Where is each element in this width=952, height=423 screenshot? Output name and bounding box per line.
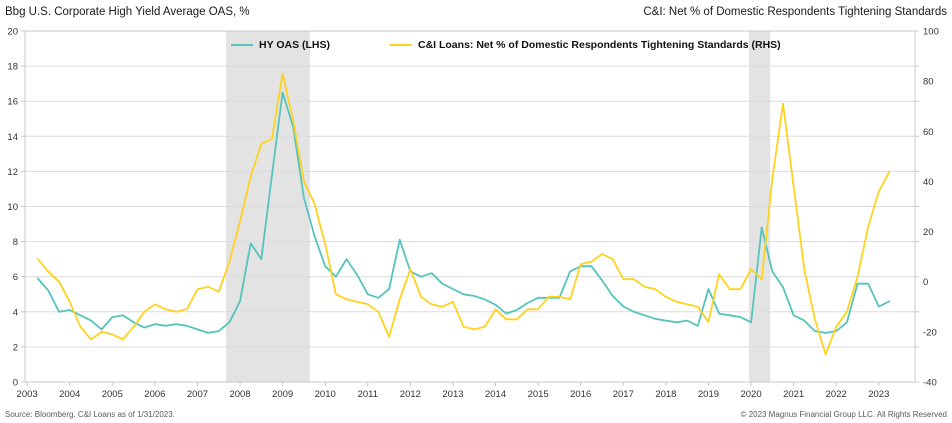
- legend-label-hy-oas: HY OAS (LHS): [259, 39, 330, 51]
- legend-item-hy-oas: HY OAS (LHS): [231, 39, 330, 51]
- x-axis-year-label: 2022: [826, 389, 847, 400]
- right-axis-title: C&I: Net % of Domestic Respondents Tight…: [643, 6, 947, 18]
- ci-loans-line-series: [36, 72, 891, 356]
- right-axis-tick-label: 80: [923, 77, 934, 88]
- left-axis-tick-label: 6: [13, 272, 18, 283]
- x-axis-year-label: 2012: [400, 389, 421, 400]
- x-axis-year-label: 2006: [144, 389, 165, 400]
- x-axis-year-label: 2003: [17, 389, 38, 400]
- x-axis-year-label: 2008: [229, 389, 250, 400]
- right-axis-tick-label: -40: [923, 378, 937, 389]
- ci-loans-line-swatch-icon: [389, 44, 412, 46]
- left-axis-tick-label: 8: [13, 237, 18, 248]
- legend-label-ci-loans: C&I Loans: Net % of Domestic Respondents…: [417, 39, 781, 51]
- left-axis-tick-label: 12: [7, 167, 18, 178]
- left-axis-tick-label: 14: [7, 132, 18, 143]
- left-axis-tick-label: 20: [7, 27, 18, 38]
- left-axis-tick-label: 4: [13, 307, 18, 318]
- x-axis-year-label: 2016: [570, 389, 591, 400]
- x-axis-year-label: 2005: [102, 389, 123, 400]
- x-axis-year-label: 2014: [485, 389, 506, 400]
- x-axis-year-label: 2007: [187, 389, 208, 400]
- x-axis-year-label: 2009: [272, 389, 293, 400]
- x-axis-year-label: 2018: [655, 389, 676, 400]
- x-axis-year-label: 2010: [315, 389, 336, 400]
- copyright-note: © 2023 Magnus Financial Group LLC. All R…: [740, 410, 947, 419]
- x-axis-year-label: 2011: [358, 389, 378, 400]
- right-axis-tick-label: 0: [923, 277, 928, 288]
- x-axis-year-label: 2021: [783, 389, 804, 400]
- x-axis-year-label: 2004: [59, 389, 80, 400]
- source-note: Source: Bloomberg. C&I Loans as of 1/31/…: [5, 410, 175, 419]
- right-axis-tick-label: -20: [923, 327, 937, 338]
- x-axis-year-label: 2019: [698, 389, 719, 400]
- left-axis-title: Bbg U.S. Corporate High Yield Average OA…: [5, 6, 250, 18]
- footer-row: Source: Bloomberg. C&I Loans as of 1/31/…: [5, 410, 947, 419]
- left-axis-tick-label: 0: [13, 378, 18, 389]
- x-axis-year-label: 2017: [613, 389, 634, 400]
- right-axis-tick-label: 60: [923, 127, 934, 138]
- right-axis-tick-label: 40: [923, 177, 934, 188]
- left-axis-tick-label: 18: [7, 62, 18, 73]
- right-axis-tick-label: 20: [923, 227, 934, 238]
- right-axis-tick-label: 100: [923, 27, 939, 38]
- legend-item-ci-loans: C&I Loans: Net % of Domestic Respondents…: [389, 39, 781, 51]
- x-axis-year-label: 2013: [442, 389, 463, 400]
- x-axis-year-label: 2020: [740, 389, 761, 400]
- title-row: Bbg U.S. Corporate High Yield Average OA…: [5, 6, 947, 18]
- hy-oas-line-series: [36, 91, 891, 334]
- chart-legend: HY OAS (LHS) C&I Loans: Net % of Domesti…: [231, 39, 781, 51]
- x-axis-year-label: 2015: [528, 389, 549, 400]
- x-axis-year-label: 2023: [868, 389, 889, 400]
- left-axis-tick-label: 16: [7, 97, 18, 108]
- left-axis-tick-label: 10: [7, 202, 18, 213]
- hy-oas-line-swatch-icon: [231, 44, 253, 46]
- left-axis-tick-label: 2: [13, 342, 18, 353]
